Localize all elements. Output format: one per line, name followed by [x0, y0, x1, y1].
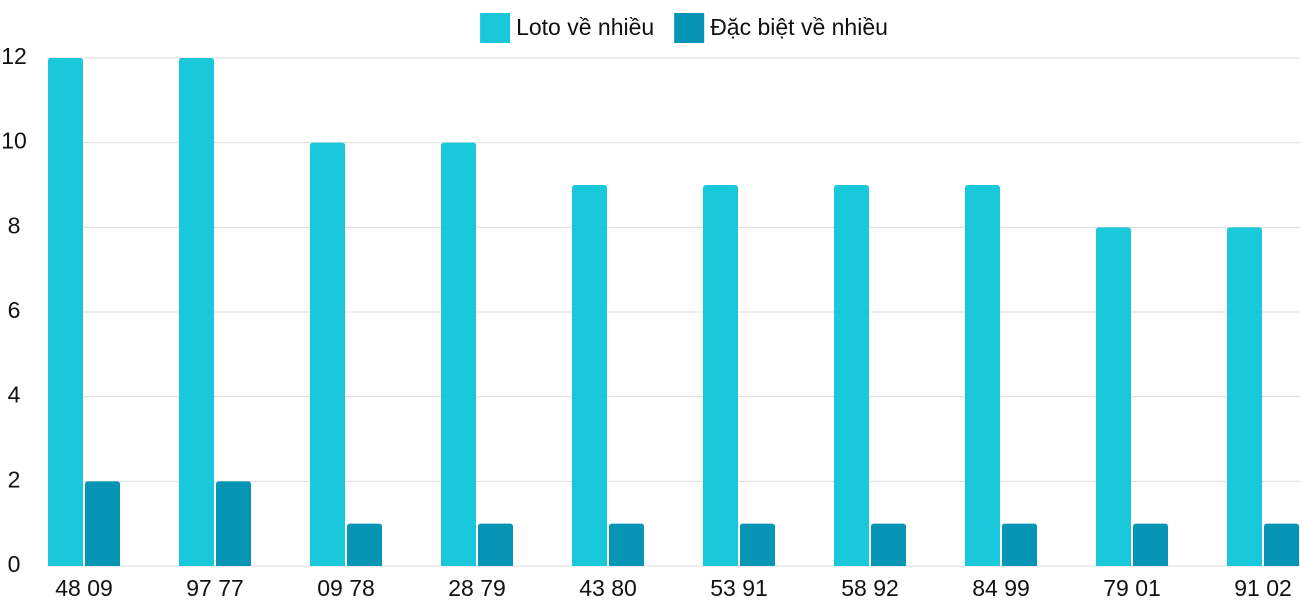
legend-label: Đặc biệt về nhiều	[710, 14, 888, 40]
bar	[740, 523, 775, 566]
bar	[347, 523, 382, 566]
x-tick-label: 09 78	[317, 575, 375, 600]
x-tick-label: 91 02	[1234, 575, 1292, 600]
bar	[834, 185, 869, 566]
bar	[179, 58, 214, 566]
bar	[48, 58, 83, 566]
bar	[1096, 227, 1131, 567]
x-tick-label: 43 80	[579, 575, 637, 600]
y-tick-label: 2	[8, 466, 21, 492]
legend-swatch	[674, 13, 705, 43]
bar	[441, 142, 476, 566]
y-tick-label: 0	[8, 551, 21, 577]
bar	[216, 481, 251, 566]
bar	[871, 523, 906, 566]
x-tick-label: 48 09	[55, 575, 113, 600]
x-tick-label: 28 79	[448, 575, 506, 600]
x-tick-label: 53 91	[710, 575, 768, 600]
y-tick-label: 8	[8, 212, 21, 238]
bar	[478, 523, 513, 566]
bar	[572, 185, 607, 566]
bar	[609, 523, 644, 566]
bar	[1002, 523, 1037, 566]
y-tick-label: 4	[8, 382, 21, 408]
y-tick-label: 12	[1, 43, 27, 69]
x-tick-label: 58 92	[841, 575, 899, 600]
bar	[310, 142, 345, 566]
legend-label: Loto về nhiều	[516, 14, 654, 40]
x-tick-label: 84 99	[972, 575, 1030, 600]
bar	[965, 185, 1000, 566]
y-tick-label: 10	[1, 128, 27, 154]
x-tick-label: 97 77	[186, 575, 244, 600]
bar	[1133, 523, 1168, 566]
bar	[85, 481, 120, 566]
x-tick-label: 79 01	[1103, 575, 1161, 600]
bar	[1264, 523, 1299, 566]
bar	[703, 185, 738, 566]
legend-swatch	[480, 13, 511, 43]
bar	[1227, 227, 1262, 567]
y-tick-label: 6	[8, 297, 21, 323]
